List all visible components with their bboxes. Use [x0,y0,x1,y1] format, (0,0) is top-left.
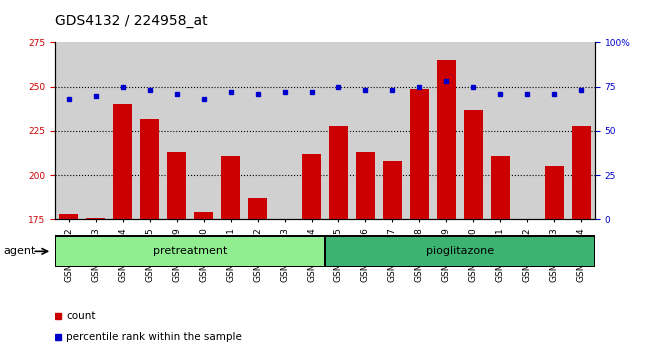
Bar [248,198,267,219]
Bar [460,42,487,219]
Bar [325,42,352,219]
Bar [109,42,136,219]
Bar [82,42,109,219]
Bar [59,214,78,219]
Bar [109,42,136,219]
Bar [113,104,132,219]
Bar [352,42,379,219]
Bar [190,42,217,219]
Bar [352,42,379,219]
Bar [433,42,460,219]
Bar [167,152,186,219]
Bar [410,88,429,219]
Bar [325,42,352,219]
Text: count: count [66,311,96,321]
Text: pretreatment: pretreatment [153,246,228,256]
Bar [298,42,325,219]
Bar [464,110,483,219]
Bar [379,42,406,219]
Bar [140,119,159,219]
Bar [194,212,213,219]
Bar [217,42,244,219]
Bar [379,42,406,219]
Text: pioglitazone: pioglitazone [426,246,494,256]
Bar [541,42,568,219]
Bar [514,42,541,219]
Bar [545,166,564,219]
Bar [541,42,568,219]
Bar [383,161,402,219]
Bar [271,42,298,219]
Bar [298,42,325,219]
Bar [487,42,514,219]
Bar [406,42,433,219]
Bar [433,42,460,219]
Bar [491,156,510,219]
Bar [244,42,271,219]
Bar [568,42,595,219]
Bar [244,42,271,219]
Bar [326,237,593,266]
Bar [568,42,595,219]
Bar [221,156,240,219]
Text: agent: agent [3,246,36,256]
Bar [136,42,163,219]
Text: percentile rank within the sample: percentile rank within the sample [66,332,242,342]
Bar [437,60,456,219]
Bar [356,152,375,219]
Bar [163,42,190,219]
Bar [55,42,83,219]
Bar [487,42,514,219]
Bar [82,42,109,219]
Bar [136,42,163,219]
Bar [514,42,541,219]
Bar [163,42,190,219]
Bar [460,42,487,219]
Bar [57,237,324,266]
Bar [271,42,298,219]
Bar [572,126,591,219]
Bar [406,42,433,219]
Bar [302,154,321,219]
Bar [86,218,105,219]
Text: GDS4132 / 224958_at: GDS4132 / 224958_at [55,14,208,28]
Bar [55,42,83,219]
Bar [190,42,217,219]
Bar [217,42,244,219]
Bar [329,126,348,219]
